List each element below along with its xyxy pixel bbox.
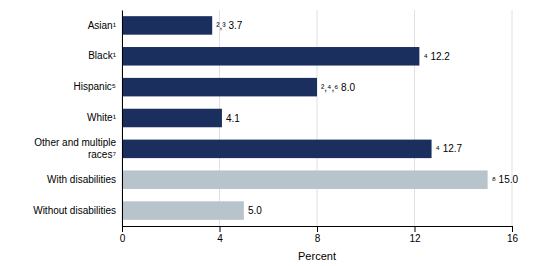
x-tick: 12 xyxy=(409,226,421,244)
x-tick-label: 4 xyxy=(217,233,223,244)
data-label: ⁴ 12.7 xyxy=(436,143,463,154)
bars xyxy=(122,16,488,220)
grid-line xyxy=(414,10,415,226)
y-tick: With disabilities xyxy=(47,174,122,185)
y-tick: Without disabilities xyxy=(33,205,122,216)
y-tick-label-line: Black¹ xyxy=(88,50,116,61)
bar xyxy=(122,78,317,97)
y-tick-label: Black¹ xyxy=(88,50,116,61)
y-tick: Hispanic⁵ xyxy=(74,81,123,92)
x-tick: 16 xyxy=(507,226,519,244)
y-tick-label-line: races⁷ xyxy=(88,149,116,160)
y-tick-label: Asian¹ xyxy=(88,20,117,31)
y-tick-label: Other and multipleraces⁷ xyxy=(34,137,116,160)
x-tick-label: 16 xyxy=(507,233,519,244)
y-tick-label-line: Hispanic⁵ xyxy=(74,81,117,92)
x-tick: 4 xyxy=(217,226,223,244)
bar xyxy=(122,170,488,189)
x-tick-mark xyxy=(415,226,416,232)
chart: 0 4 8 12 16 Without disabilities With disabili… xyxy=(0,0,560,266)
plot: 0 4 8 12 16 Without disabilities With disabili… xyxy=(33,10,518,244)
x-tick-label: 12 xyxy=(409,233,421,244)
y-axis: Without disabilities With disabilities Oth… xyxy=(33,11,122,227)
data-label: 4.1 xyxy=(226,113,240,124)
y-tick-label-line: White¹ xyxy=(87,112,117,123)
grid-line xyxy=(122,10,123,226)
grid-line xyxy=(512,10,513,226)
x-axis-line xyxy=(123,227,513,233)
data-label: ⁸ 15.0 xyxy=(492,174,519,185)
x-tick: 0 xyxy=(120,226,126,244)
grid xyxy=(122,10,512,226)
y-tick-label-line: With disabilities xyxy=(47,174,116,185)
x-tick-mark xyxy=(220,226,221,232)
y-tick: Other and multipleraces⁷ xyxy=(34,137,122,160)
data-labels: 5.0 ⁸ 15.0 ⁴ 12.7 4.1 ²,⁴,⁶ 8.0 ⁴ 12.2 ²,³ 3.7 xyxy=(216,20,518,216)
y-tick-label-line: Asian¹ xyxy=(88,20,117,31)
bar xyxy=(122,16,212,35)
x-tick-mark xyxy=(512,226,513,232)
data-label: ²,³ 3.7 xyxy=(216,20,243,31)
grid-line xyxy=(317,10,318,226)
data-label: ⁴ 12.2 xyxy=(423,51,450,62)
y-tick-label: Without disabilities xyxy=(33,205,116,216)
x-axis-title: Percent xyxy=(298,250,336,262)
y-tick-label-line: Without disabilities xyxy=(33,205,116,216)
y-axis-line xyxy=(122,11,123,227)
x-tick-mark xyxy=(122,226,123,232)
y-tick-label: Hispanic⁵ xyxy=(74,81,117,92)
data-label: ²,⁴,⁶ 8.0 xyxy=(321,82,355,93)
x-tick-label: 0 xyxy=(120,233,126,244)
y-tick: White¹ xyxy=(87,112,122,123)
y-tick-label: With disabilities xyxy=(47,174,116,185)
bar xyxy=(122,47,419,66)
bar xyxy=(122,140,432,159)
data-label: 5.0 xyxy=(248,205,262,216)
x-tick-label: 8 xyxy=(315,233,321,244)
bar xyxy=(122,201,244,220)
x-tick: 8 xyxy=(315,226,321,244)
y-tick: Asian¹ xyxy=(88,20,122,31)
x-tick-mark xyxy=(317,226,318,232)
y-tick: Black¹ xyxy=(88,50,122,61)
y-tick-label: White¹ xyxy=(87,112,117,123)
bar xyxy=(122,109,222,128)
x-axis: 0 4 8 12 16 xyxy=(120,226,519,244)
y-tick-label-line: Other and multiple xyxy=(34,137,116,148)
